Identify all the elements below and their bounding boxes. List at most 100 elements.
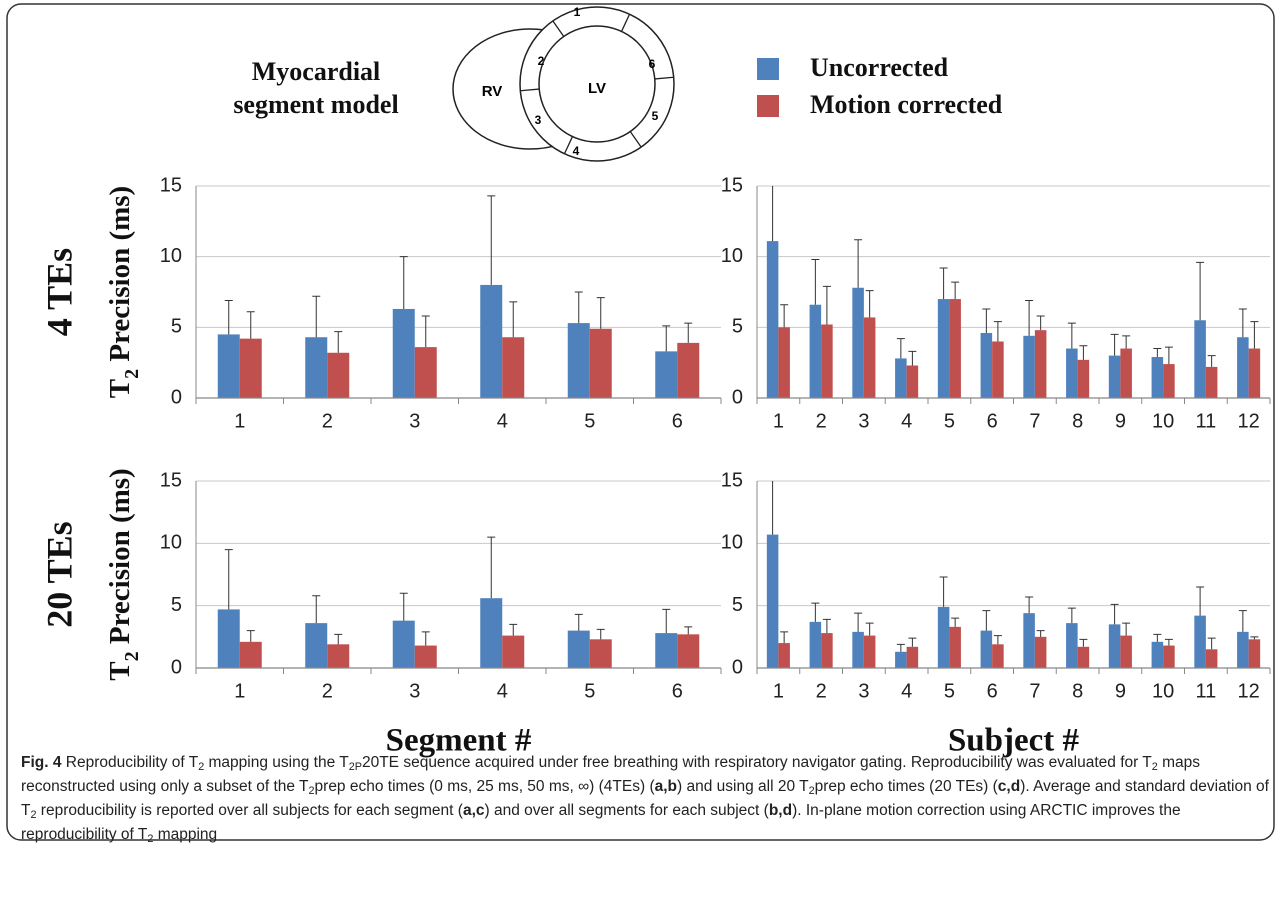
y-axis-label-part: Precision (ms) xyxy=(104,468,136,651)
y-tick-label: 0 xyxy=(171,656,182,678)
bar xyxy=(778,643,790,668)
y-axis-label-part: Precision (ms) xyxy=(104,186,136,369)
bar xyxy=(305,337,327,398)
x-tick-label: 8 xyxy=(1072,410,1083,432)
bar xyxy=(305,623,327,668)
bar xyxy=(810,305,822,398)
x-tick-label: 5 xyxy=(584,680,595,702)
x-tick-label: 1 xyxy=(773,680,784,702)
bar xyxy=(907,647,919,668)
x-tick-label: 2 xyxy=(816,410,827,432)
bar xyxy=(864,317,876,398)
caption: Fig. 4 Reproducibility of T2 mapping usi… xyxy=(21,751,1269,847)
y-tick-label: 10 xyxy=(160,245,182,267)
caption-text: a,c xyxy=(463,802,485,819)
bar xyxy=(864,636,876,668)
bar xyxy=(1078,647,1090,668)
bar xyxy=(821,325,833,398)
x-tick-label: 3 xyxy=(858,680,869,702)
caption-text: 20TE sequence acquired under free breath… xyxy=(362,754,1152,771)
row-label: 4 TEs xyxy=(39,248,79,336)
row-label: 20 TEs xyxy=(39,521,79,627)
y-tick-label: 5 xyxy=(732,316,743,338)
caption-text: prep echo times (0 ms, 25 ms, 50 ms, ∞) … xyxy=(315,778,655,795)
caption-text: ) and over all segments for each subject… xyxy=(485,802,769,819)
bar xyxy=(949,299,961,398)
bar xyxy=(502,636,524,668)
caption-text: Fig. 4 xyxy=(21,754,61,771)
legend-label: Motion corrected xyxy=(810,90,1003,119)
y-axis-label-part: 2 xyxy=(121,369,143,379)
diagram-title: Myocardial xyxy=(252,57,381,86)
bar xyxy=(1023,336,1035,398)
x-tick-label: 4 xyxy=(901,410,912,432)
bar xyxy=(1206,649,1218,668)
segment-label: 6 xyxy=(649,57,656,71)
bar xyxy=(655,633,677,668)
x-tick-label: 5 xyxy=(944,680,955,702)
y-axis-label-part: T xyxy=(104,379,136,398)
bar xyxy=(907,365,919,398)
lv-label: LV xyxy=(588,80,606,97)
caption-text: reproducibility is reported over all sub… xyxy=(37,802,463,819)
caption-text: prep echo times (20 TEs) ( xyxy=(815,778,998,795)
bar xyxy=(949,627,961,668)
page: {"chart_data": [ {"type": "bar", "row_la… xyxy=(0,0,1281,902)
bar xyxy=(810,622,822,668)
bar xyxy=(327,644,349,668)
x-tick-label: 7 xyxy=(1029,680,1040,702)
y-tick-label: 0 xyxy=(732,656,743,678)
bar xyxy=(240,339,262,398)
y-axis-label-part: 2 xyxy=(121,651,143,661)
x-tick-label: 4 xyxy=(497,680,508,702)
bar xyxy=(1194,616,1206,668)
bar xyxy=(1066,349,1078,398)
x-tick-label: 10 xyxy=(1152,680,1174,702)
y-tick-label: 10 xyxy=(721,245,743,267)
segment-label: 5 xyxy=(652,109,659,123)
caption-text: mapping using the T xyxy=(204,754,348,771)
bar xyxy=(852,632,864,668)
x-tick-label: 5 xyxy=(944,410,955,432)
x-tick-label: 6 xyxy=(672,680,683,702)
bar xyxy=(480,598,502,668)
x-tick-label: 10 xyxy=(1152,410,1174,432)
x-tick-label: 1 xyxy=(234,410,245,432)
bar xyxy=(327,353,349,398)
bar xyxy=(1035,637,1047,668)
bar xyxy=(1249,349,1261,398)
bar xyxy=(938,299,950,398)
bar xyxy=(502,337,524,398)
bar xyxy=(218,334,240,398)
y-tick-label: 15 xyxy=(721,469,743,491)
y-tick-label: 15 xyxy=(160,174,182,196)
x-tick-label: 12 xyxy=(1238,410,1260,432)
bar xyxy=(1163,646,1175,668)
bar xyxy=(677,343,699,398)
legend-label: Uncorrected xyxy=(810,53,949,82)
rv-label: RV xyxy=(482,83,503,100)
bar xyxy=(938,607,950,668)
x-tick-label: 3 xyxy=(858,410,869,432)
x-tick-label: 3 xyxy=(409,410,420,432)
bar xyxy=(1109,624,1121,668)
y-tick-label: 5 xyxy=(171,594,182,616)
caption-text: mapping xyxy=(153,826,217,843)
bar xyxy=(895,652,907,668)
bar xyxy=(1237,337,1249,398)
bar xyxy=(1120,636,1132,668)
bar xyxy=(981,631,993,668)
bar xyxy=(590,639,612,668)
x-tick-label: 11 xyxy=(1195,680,1216,702)
bar xyxy=(415,646,437,668)
caption-text: 2P xyxy=(349,761,362,773)
y-tick-label: 10 xyxy=(160,532,182,554)
y-tick-label: 15 xyxy=(160,469,182,491)
bar xyxy=(767,535,779,668)
bar xyxy=(568,631,590,668)
x-tick-label: 7 xyxy=(1029,410,1040,432)
bar xyxy=(393,621,415,668)
x-tick-label: 3 xyxy=(409,680,420,702)
bar xyxy=(568,323,590,398)
bar xyxy=(655,351,677,398)
